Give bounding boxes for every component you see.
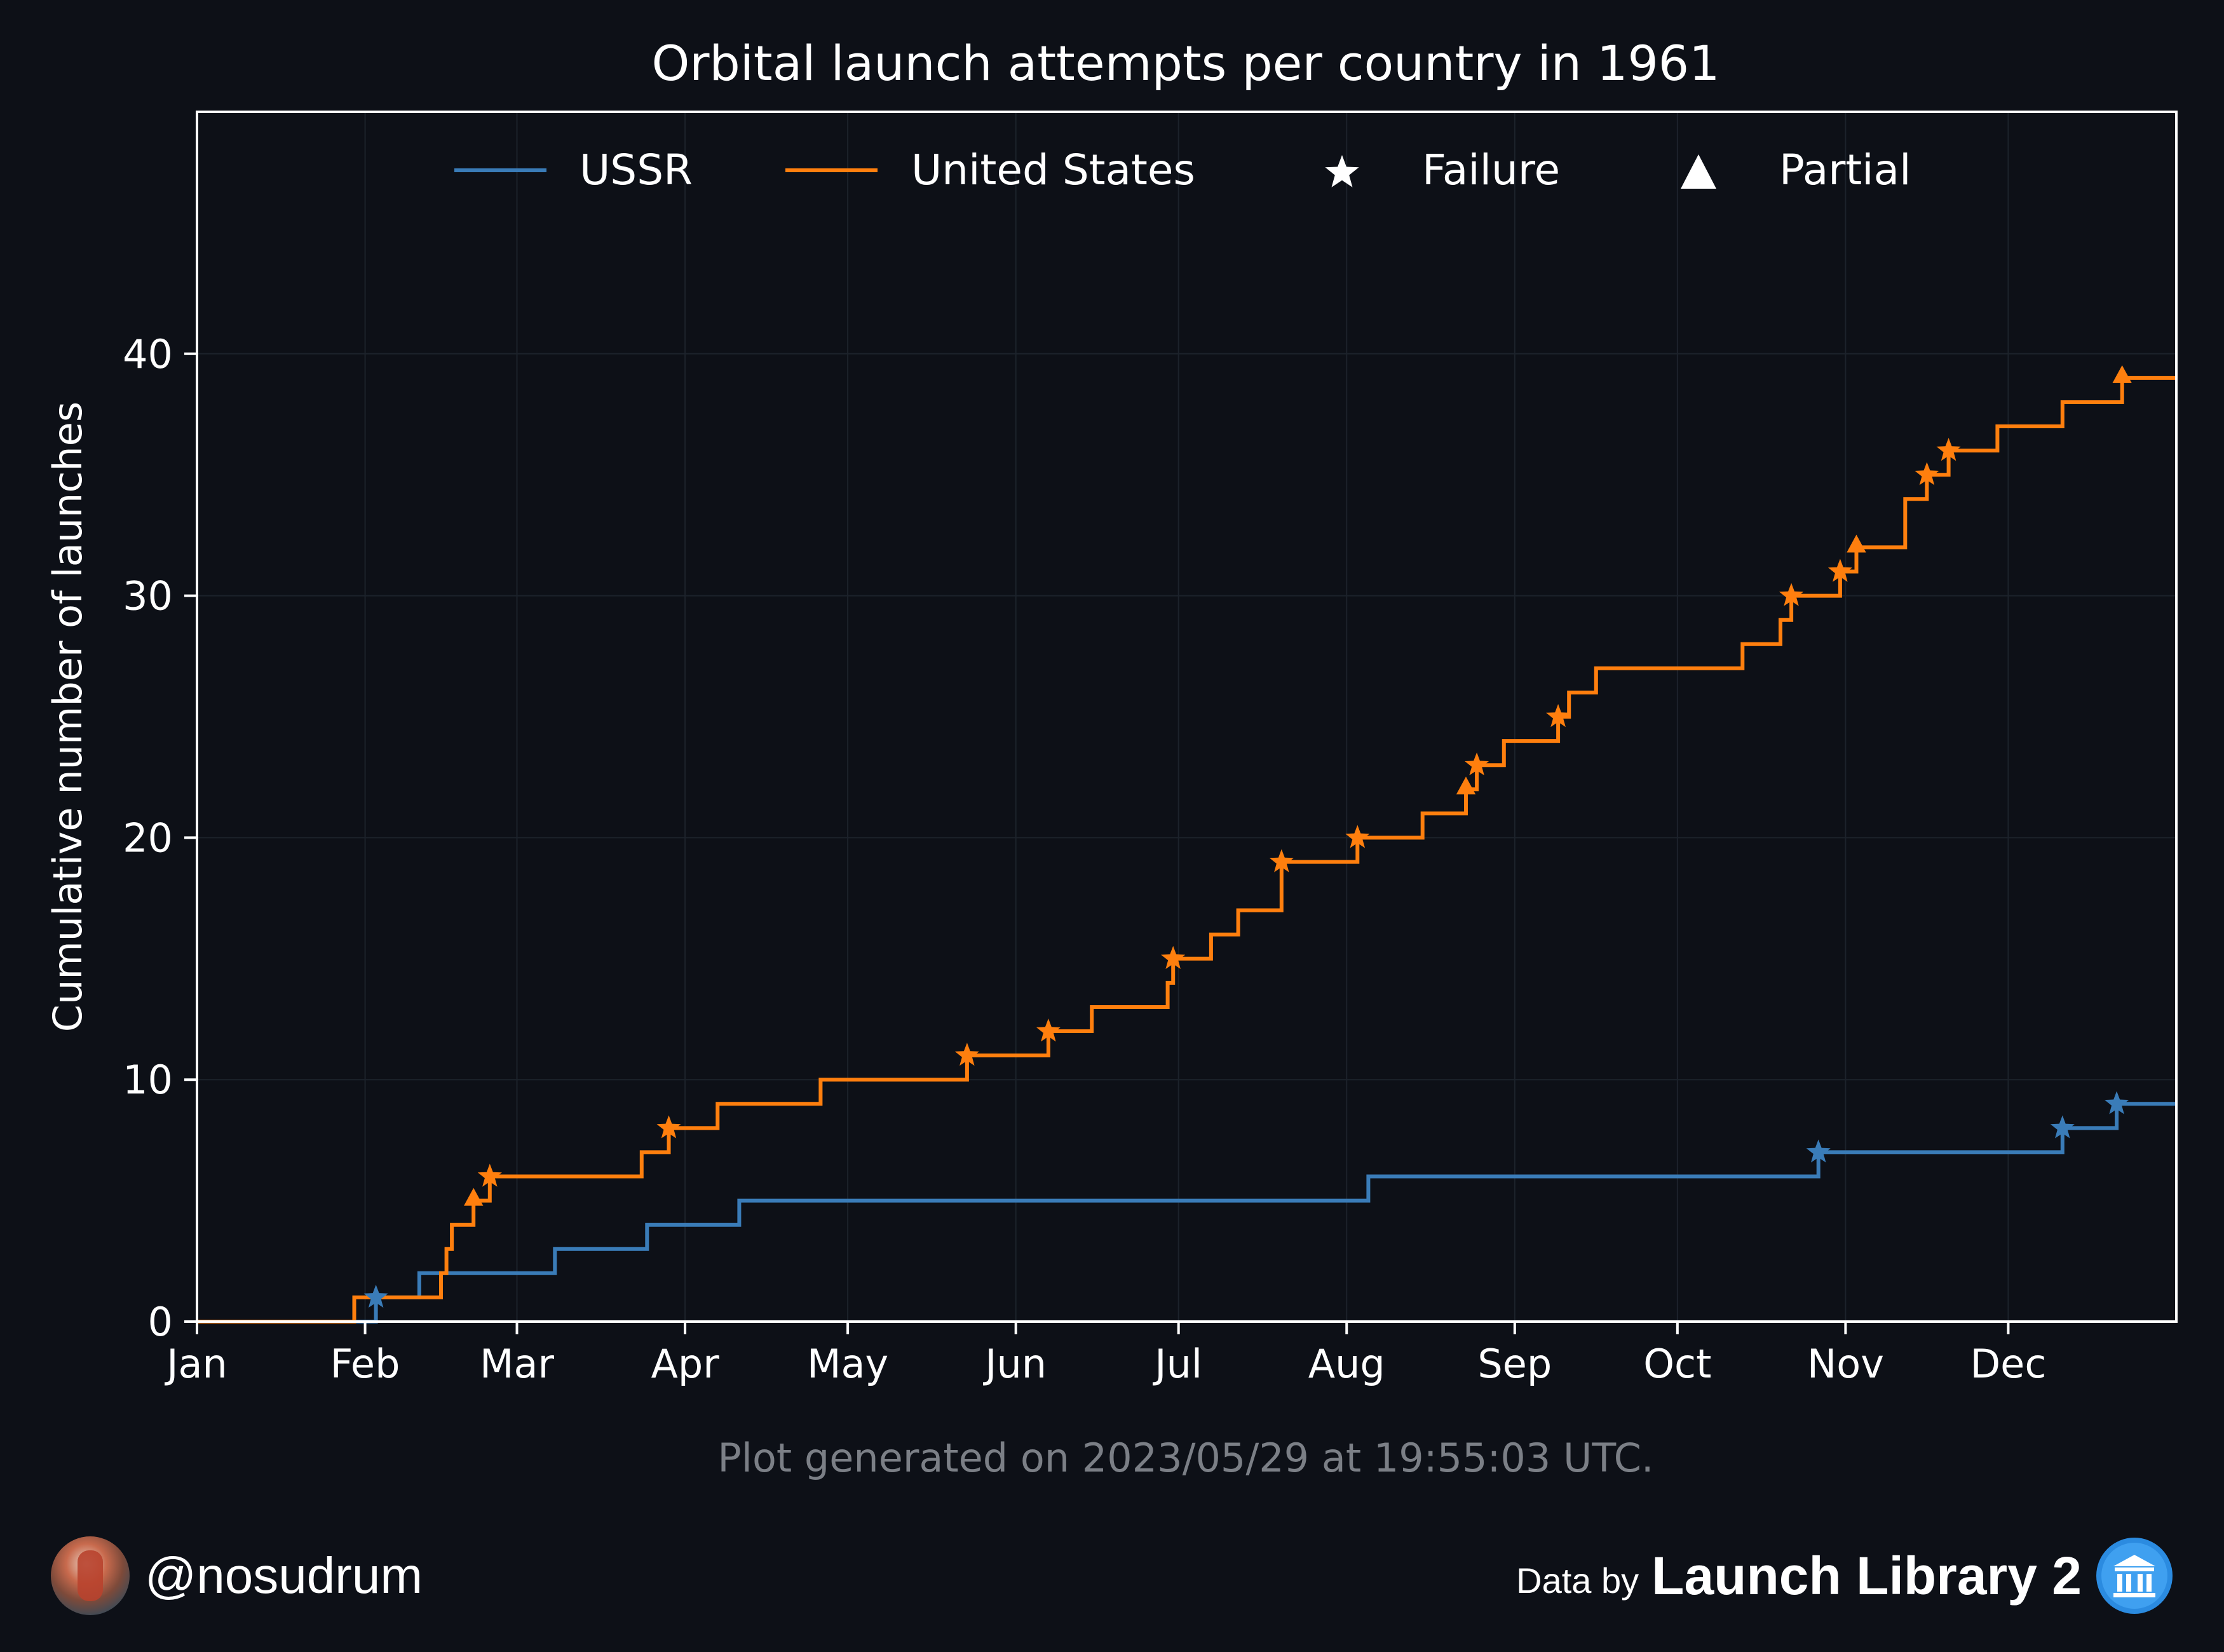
x-tick-label: Sep bbox=[1477, 1341, 1552, 1387]
x-tick-label: Oct bbox=[1643, 1341, 1711, 1387]
legend-partial-triangle-icon bbox=[1681, 154, 1716, 189]
failure-star-ussr bbox=[363, 1284, 388, 1308]
failure-star-united-states bbox=[477, 1163, 502, 1187]
y-tick-label: 10 bbox=[123, 1057, 173, 1103]
x-tick-label: Dec bbox=[1970, 1341, 2046, 1387]
x-tick-label: Feb bbox=[330, 1341, 400, 1387]
author-credit: @nosudrum bbox=[51, 1534, 423, 1617]
legend-label-partial: Partial bbox=[1779, 146, 1911, 194]
legend-label-united-states: United States bbox=[911, 146, 1195, 194]
x-tick-label: Apr bbox=[651, 1341, 719, 1387]
marker-layer bbox=[363, 365, 2132, 1308]
x-tick-label: Jul bbox=[1152, 1341, 1202, 1387]
failure-star-united-states bbox=[1465, 752, 1489, 776]
partial-triangle-united-states bbox=[1847, 534, 1866, 553]
failure-star-united-states bbox=[656, 1115, 681, 1139]
partial-triangle-united-states bbox=[464, 1188, 484, 1206]
y-tick-label: 20 bbox=[123, 815, 173, 861]
failure-star-united-states bbox=[1827, 559, 1852, 582]
y-tick-label: 30 bbox=[123, 573, 173, 620]
failure-star-united-states bbox=[1779, 583, 1804, 606]
legend-failure-star-icon bbox=[1325, 155, 1359, 187]
partial-triangle-united-states bbox=[1456, 776, 1476, 795]
failure-star-united-states bbox=[1161, 945, 1186, 969]
x-tick-label: Jan bbox=[164, 1341, 227, 1387]
data-source-credit: Data by Launch Library 2 bbox=[1516, 1534, 2174, 1617]
failure-star-united-states bbox=[1546, 704, 1571, 728]
failure-star-united-states bbox=[954, 1043, 979, 1066]
library-name: Launch Library 2 bbox=[1651, 1545, 2082, 1606]
failure-star-united-states bbox=[1915, 462, 1939, 485]
plot-frame bbox=[196, 111, 2178, 1323]
y-tick-label: 0 bbox=[148, 1299, 173, 1345]
generated-timestamp: Plot generated on 2023/05/29 at 19:55:03… bbox=[717, 1435, 1653, 1481]
x-tick-label: Nov bbox=[1807, 1341, 1884, 1387]
y-axis-label: Cumulative number of launches bbox=[44, 402, 91, 1032]
failure-star-united-states bbox=[1269, 849, 1294, 872]
legend-label-failure: Failure bbox=[1422, 146, 1560, 194]
plot-area bbox=[197, 112, 2176, 1322]
legend-label-ussr: USSR bbox=[580, 146, 693, 194]
x-tick-label: Mar bbox=[480, 1341, 554, 1387]
series-line-united-states bbox=[197, 376, 2176, 1324]
x-tick-label: Aug bbox=[1308, 1341, 1385, 1387]
author-handle: @nosudrum bbox=[145, 1547, 423, 1604]
failure-star-united-states bbox=[1936, 438, 1961, 461]
chart-title: Orbital launch attempts per country in 1… bbox=[651, 35, 1719, 91]
library-building-icon bbox=[2096, 1538, 2173, 1614]
failure-star-ussr bbox=[2050, 1115, 2075, 1139]
failure-star-ussr bbox=[1806, 1139, 1831, 1163]
legend: USSR United States Failure Partial bbox=[454, 146, 1911, 194]
y-tick-label: 40 bbox=[123, 331, 173, 377]
failure-star-ussr bbox=[2105, 1091, 2129, 1114]
failure-star-united-states bbox=[1036, 1019, 1061, 1042]
failure-star-united-states bbox=[1345, 825, 1370, 848]
y-axis: 0 10 20 30 40 bbox=[123, 331, 197, 1345]
x-tick-label: May bbox=[807, 1341, 888, 1387]
partial-triangle-united-states bbox=[2112, 365, 2132, 383]
data-by-label: Data by bbox=[1516, 1560, 1639, 1601]
astronaut-avatar-icon bbox=[51, 1536, 130, 1615]
x-tick-label: Jun bbox=[982, 1341, 1047, 1387]
x-axis: Jan Feb Mar Apr May Jun Jul Aug Sep Oct Nov Dec bbox=[164, 1322, 2046, 1387]
